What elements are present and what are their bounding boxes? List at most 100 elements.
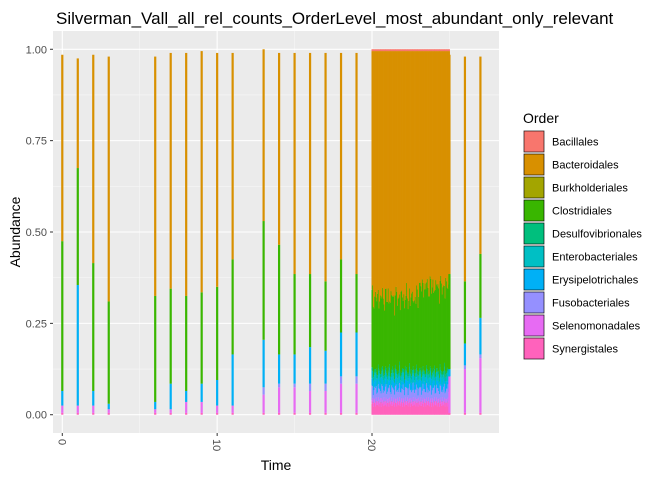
bar-segment-desulfovibrionales	[405, 371, 407, 376]
bar-segment-erysipelotrichales	[402, 377, 404, 385]
bar-segment-erysipelotrichales	[429, 384, 431, 392]
bar-segment-enterobacteriales	[376, 378, 378, 387]
bar-segment-erysipelotrichales	[423, 381, 425, 390]
bar-segment-bacteroidales	[424, 51, 426, 284]
bar-segment-desulfovibrionales	[423, 370, 425, 375]
bar-segment-synergistales	[400, 403, 402, 415]
bar-segment-synergistales	[416, 402, 419, 415]
bar-segment-enterobacteriales	[387, 370, 389, 381]
bar-segment-synergistales	[397, 401, 399, 415]
bar-segment-fusobacteriales	[375, 386, 377, 398]
bar-dense-sample	[385, 49, 387, 415]
bar-segment-selenomonadales	[200, 401, 203, 413]
bar-segment-erysipelotrichales	[324, 350, 327, 384]
bar-segment-erysipelotrichales	[417, 388, 419, 396]
bar-segment-erysipelotrichales	[426, 375, 428, 384]
bar-segment-clostridiales	[420, 286, 422, 368]
bar-segment-enterobacteriales	[417, 379, 419, 389]
bar-segment-clostridiales	[393, 295, 395, 369]
bar-segment-bacteroidales	[446, 51, 448, 288]
bar-segment-erysipelotrichales	[379, 381, 381, 390]
bar-segment-clostridiales	[293, 274, 296, 355]
bar-dense-sample	[415, 49, 417, 415]
bar-segment-fusobacteriales	[372, 385, 374, 398]
bar-segment-bacillales	[376, 49, 378, 52]
bar-segment-selenomonadales	[394, 402, 396, 407]
bar-segment-bacillales	[446, 49, 448, 52]
bar-segment-bacillales	[413, 49, 415, 52]
y-axis-ticks: 0.00 0.25 0.50 0.75 1.00	[26, 44, 53, 422]
bar-segment-desulfovibrionales	[411, 376, 413, 380]
bar-segment-desulfovibrionales	[416, 370, 419, 375]
bar-segment-synergistales	[409, 406, 411, 415]
bar-segment-synergistales	[406, 404, 408, 415]
bar-dense-sample	[419, 49, 421, 415]
bar-dense-sample	[445, 49, 447, 415]
bar-segment-synergistales	[421, 405, 423, 415]
bar-segment-fusobacteriales	[426, 383, 428, 398]
bar-segment-bacteroidales	[436, 51, 438, 287]
bar-segment-synergistales	[382, 403, 384, 415]
bar-segment-bacteroidales	[394, 51, 396, 316]
bar-segment-synergistales	[396, 406, 398, 415]
bar-segment-erysipelotrichales	[371, 378, 373, 386]
bar-segment-desulfovibrionales	[411, 370, 414, 374]
bar-segment-bacteroidales	[324, 52, 327, 282]
bar-segment-clostridiales	[441, 294, 443, 375]
bar-segment-selenomonadales	[154, 409, 157, 413]
bar-segment-fusobacteriales	[417, 395, 419, 403]
bar-segment-synergistales	[405, 405, 407, 415]
bar-dense-sample	[376, 49, 378, 415]
bar-segment-bacillales	[432, 49, 434, 52]
bar-segment-enterobacteriales	[385, 371, 387, 377]
bar-segment-clostridiales	[407, 309, 409, 375]
bar-segment-bacillales	[414, 49, 416, 52]
bar-segment-bacillales	[396, 49, 398, 52]
bar-segment-selenomonadales	[429, 402, 431, 407]
bar-dense-sample	[438, 49, 440, 415]
bar-dense-sample	[409, 49, 411, 415]
bar-segment-erysipelotrichales	[429, 377, 431, 386]
bar-segment-enterobacteriales	[429, 369, 431, 378]
bar-segment-synergistales	[430, 401, 432, 415]
bar-segment-desulfovibrionales	[372, 367, 374, 372]
bar-segment-bacteroidales	[419, 51, 421, 283]
bar-segment-fusobacteriales	[375, 388, 377, 403]
bar-segment-clostridiales	[169, 288, 172, 384]
bar-segment-selenomonadales	[479, 358, 482, 413]
bar-segment-enterobacteriales	[395, 372, 397, 378]
bar-segment-erysipelotrichales	[421, 387, 423, 395]
bar-segment-clostridiales	[388, 303, 390, 373]
bar-segment-bacteroidales	[394, 51, 396, 296]
bar-segment-synergistales	[393, 401, 395, 415]
bar-dense-sample	[389, 49, 392, 415]
bar-segment-bacteroidales	[371, 51, 373, 290]
bar-segment-bacillales	[439, 49, 441, 52]
bar-segment-bacillales	[375, 49, 377, 52]
bar-segment-desulfovibrionales	[421, 377, 423, 381]
bar-segment-synergistales	[397, 404, 399, 415]
bar-segment-bacteroidales	[433, 51, 436, 292]
bar-segment-fusobacteriales	[431, 390, 433, 399]
bar-segment-selenomonadales	[443, 400, 445, 405]
bar-segment-desulfovibrionales	[436, 368, 438, 372]
bar-segment-enterobacteriales	[401, 376, 403, 382]
bar-segment-synergistales	[426, 401, 428, 415]
bar-segment-erysipelotrichales	[443, 379, 445, 387]
bar-dense-sample	[372, 49, 374, 415]
bar-segment-synergistales	[402, 406, 404, 415]
bar-segment-desulfovibrionales	[402, 368, 404, 372]
bar-segment-synergistales	[411, 403, 413, 415]
bar-segment-bacillales	[375, 49, 377, 52]
bar-segment-clostridiales	[419, 282, 421, 368]
bar-segment-enterobacteriales	[419, 373, 421, 381]
bar-segment-bacteroidales	[438, 51, 441, 304]
bar-segment-desulfovibrionales	[395, 369, 397, 373]
bar-segment-desulfovibrionales	[438, 370, 440, 375]
bar-segment-desulfovibrionales	[443, 371, 445, 375]
bar-segment-synergistales	[373, 402, 375, 415]
bar-segment-enterobacteriales	[443, 366, 445, 377]
bar-segment-clostridiales	[372, 285, 374, 368]
bar-segment-bacteroidales	[416, 51, 418, 286]
bar-segment-bacteroidales	[391, 51, 393, 296]
